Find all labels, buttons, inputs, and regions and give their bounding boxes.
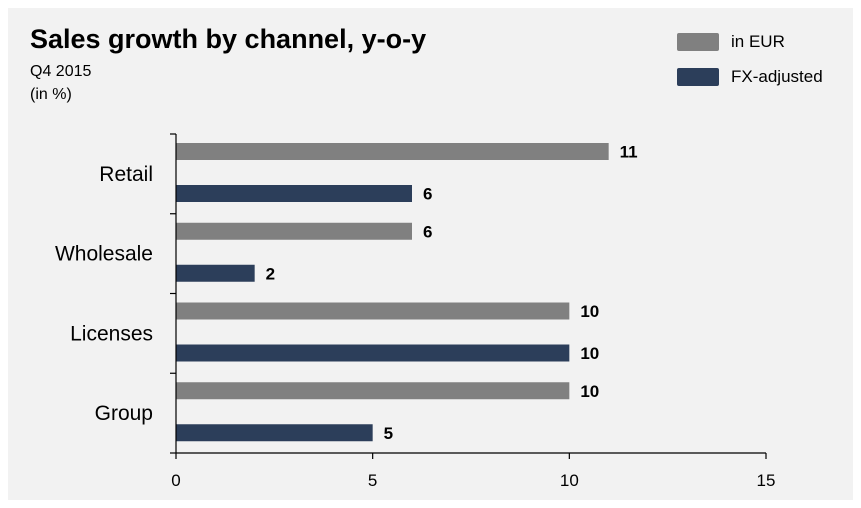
category-label-group: Group (95, 402, 153, 425)
legend-item-in-eur: in EUR (677, 31, 785, 53)
legend-label-fx-adjusted: FX-adjusted (731, 67, 823, 86)
chart-unit-note: (in %) (30, 86, 72, 103)
category-label-wholesale: Wholesale (55, 243, 153, 266)
bar-licenses-series-1 (176, 344, 570, 362)
data-label-retail-series-0: 11 (620, 143, 638, 162)
chart-title: Sales growth by channel, y-o-y (30, 24, 427, 54)
data-label-wholesale-series-1: 2 (266, 264, 275, 283)
data-label-retail-series-1: 6 (423, 185, 432, 204)
category-label-retail: Retail (99, 163, 153, 186)
legend-swatch-fx-adjusted (677, 68, 719, 86)
x-tick-label: 15 (757, 471, 776, 490)
bar-retail-series-0 (176, 143, 609, 160)
chart-subtitle: Q4 2015 (30, 63, 92, 80)
data-label-licenses-series-0: 10 (580, 302, 599, 321)
bar-group-series-0 (176, 382, 570, 400)
bar-wholesale-series-0 (176, 222, 412, 240)
x-tick-label: 10 (560, 471, 579, 490)
legend-swatch-in-eur (677, 33, 719, 51)
data-label-licenses-series-1: 10 (580, 344, 599, 363)
data-label-wholesale-series-0: 6 (423, 222, 432, 241)
bar-licenses-series-0 (176, 302, 570, 320)
x-tick-label: 0 (171, 471, 180, 490)
bar-wholesale-series-1 (176, 264, 255, 282)
bar-group-series-1 (176, 424, 373, 442)
category-label-licenses: Licenses (70, 322, 153, 345)
chart-background (8, 8, 853, 500)
legend-label-in-eur: in EUR (731, 32, 785, 51)
data-label-group-series-0: 10 (580, 382, 599, 401)
x-tick-label: 5 (368, 471, 377, 490)
legend-item-fx-adjusted: FX-adjusted (677, 66, 823, 88)
bar-retail-series-1 (176, 185, 412, 202)
data-label-group-series-1: 5 (384, 424, 393, 443)
